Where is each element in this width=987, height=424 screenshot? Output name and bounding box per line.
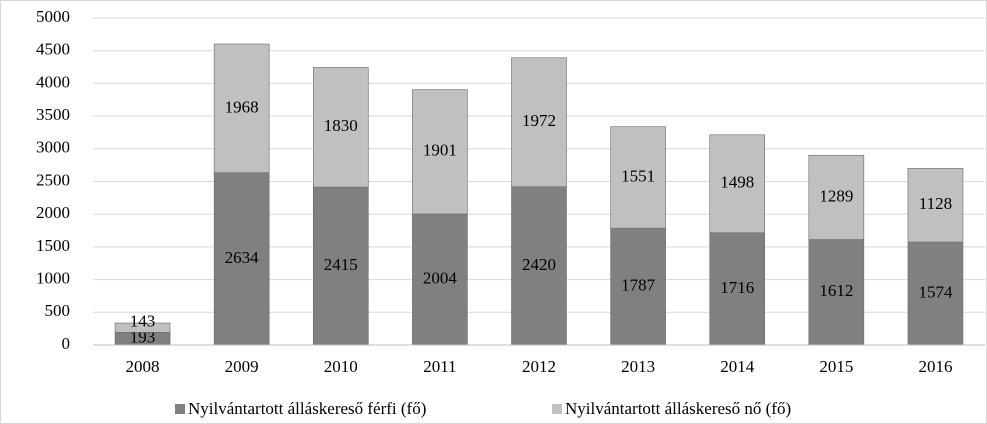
x-tick-label: 2012 [522,357,556,376]
y-tick-label: 0 [62,334,71,353]
x-tick-label: 2013 [621,357,655,376]
x-tick-label: 2015 [819,357,853,376]
y-tick-label: 3000 [36,138,70,157]
data-label: 1551 [621,166,655,185]
y-tick-label: 1000 [36,269,70,288]
x-tick-label: 2016 [918,357,952,376]
y-tick-label: 4500 [36,40,70,59]
x-tick-label: 2014 [720,357,755,376]
bar-segment [412,213,468,346]
bar-segment [213,172,270,346]
y-tick-label: 3500 [36,105,70,124]
legend-swatch [175,404,185,414]
data-label: 1716 [720,278,754,297]
bar-segment [709,232,766,346]
bar-segment [511,186,567,346]
bar-segment [907,241,964,346]
bar-segment [610,126,666,229]
y-tick-label: 1500 [36,236,70,255]
data-label: 2420 [522,255,556,274]
x-tick-label: 2010 [324,357,358,376]
bar-segment [312,67,369,188]
bar-segment [312,186,369,346]
bar-segment [808,154,865,240]
y-tick-label: 5000 [36,7,70,26]
bar-segment [808,239,865,346]
bar-segment [114,322,171,333]
bar-segment [412,89,468,215]
data-label: 2634 [225,248,260,267]
y-tick-label: 2000 [36,203,70,222]
bar-segment [213,43,270,174]
legend-label: Nyilvántartott álláskereső nő (fő) [565,399,791,418]
data-label: 1289 [819,186,853,205]
data-label: 1830 [324,116,358,135]
legend-swatch [552,404,562,414]
y-tick-label: 4000 [36,72,70,91]
x-tick-label: 2011 [423,357,456,376]
data-label: 1612 [819,281,853,300]
data-label: 143 [130,312,156,331]
x-tick-label: 2008 [126,357,160,376]
data-label: 1901 [423,141,457,160]
data-label: 1972 [522,111,556,130]
bar-segment [709,134,766,234]
data-label: 1128 [919,194,952,213]
legend-label: Nyilvántartott álláskereső férfi (fő) [188,399,426,418]
data-label: 1498 [720,173,754,192]
y-tick-label: 500 [45,301,71,320]
bar-segment [907,167,964,243]
data-label: 1574 [918,282,953,301]
data-label: 2004 [423,268,458,287]
x-tick-label: 2009 [225,357,259,376]
bar-segment [511,57,567,188]
y-tick-label: 2500 [36,170,70,189]
data-label: 1787 [621,275,656,294]
data-label: 1968 [225,97,259,116]
data-label: 2415 [324,255,358,274]
